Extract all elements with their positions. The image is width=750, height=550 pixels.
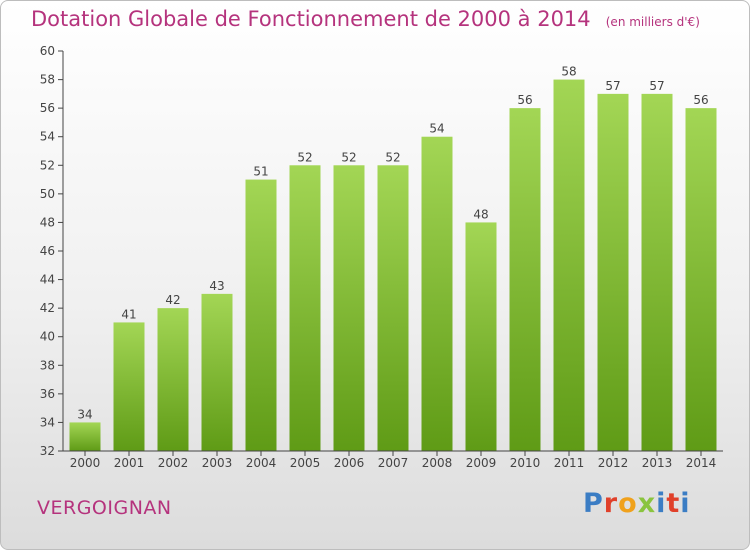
proxiti-logo[interactable]: Proxiti [583, 488, 691, 519]
bar-2001 [113, 322, 145, 451]
x-tick-label: 2012 [598, 456, 629, 470]
logo-letter: r [603, 488, 619, 519]
data-label: 57 [605, 79, 620, 93]
y-tick-label: 54 [40, 130, 55, 144]
x-tick-label: 2013 [642, 456, 673, 470]
x-tick-label: 2005 [290, 456, 321, 470]
y-tick-label: 58 [40, 73, 55, 87]
data-label: 57 [649, 79, 664, 93]
data-label: 34 [77, 407, 92, 421]
commune-name: VERGOIGNAN [37, 497, 172, 519]
data-label: 56 [517, 93, 532, 107]
bar-2009 [465, 222, 497, 451]
data-label: 52 [385, 150, 400, 164]
y-tick-label: 50 [40, 187, 55, 201]
x-tick-label: 2014 [686, 456, 717, 470]
y-tick-label: 38 [40, 358, 55, 372]
bar-2005 [289, 165, 321, 452]
logo-letter: P [583, 488, 604, 519]
y-tick-label: 44 [40, 273, 55, 287]
bar-2010 [509, 108, 541, 452]
x-tick-label: 2000 [70, 456, 101, 470]
data-label: 54 [429, 122, 444, 136]
chart-title: Dotation Globale de Fonctionnement de 20… [31, 7, 591, 31]
bar-2014 [685, 108, 717, 452]
logo-letter: x [637, 488, 657, 519]
x-tick-label: 2007 [378, 456, 409, 470]
x-tick-label: 2003 [202, 456, 233, 470]
bar-2007 [377, 165, 409, 452]
bar-2012 [597, 93, 629, 451]
x-tick-label: 2006 [334, 456, 365, 470]
y-tick-label: 40 [40, 330, 55, 344]
x-tick-label: 2010 [510, 456, 541, 470]
logo-letter: o [618, 488, 638, 519]
y-tick-label: 42 [40, 301, 55, 315]
y-tick-label: 60 [40, 44, 55, 58]
y-tick-label: 36 [40, 387, 55, 401]
bar-2003 [201, 293, 233, 451]
y-tick-label: 32 [40, 444, 55, 458]
y-tick-label: 48 [40, 215, 55, 229]
y-tick-label: 52 [40, 158, 55, 172]
data-label: 51 [253, 165, 268, 179]
bar-2011 [553, 79, 585, 452]
y-tick-label: 46 [40, 244, 55, 258]
data-label: 52 [341, 150, 356, 164]
data-label: 42 [165, 293, 180, 307]
x-axis: 2000 2001 2002 2003 2004 2005 2006 2007 2008 2009… [63, 450, 723, 470]
y-tick-label: 34 [40, 415, 55, 429]
bar-2008 [421, 136, 453, 451]
bars: 34 41 42 43 51 52 52 52 54 48 56 58 57 57 56 [69, 65, 717, 452]
x-tick-label: 2001 [114, 456, 145, 470]
x-tick-label: 2008 [422, 456, 453, 470]
bar-2000 [69, 422, 101, 451]
x-tick-label: 2004 [246, 456, 277, 470]
data-label: 48 [473, 207, 488, 221]
x-tick-label: 2011 [554, 456, 585, 470]
bar-2004 [245, 179, 277, 452]
x-tick-label: 2009 [466, 456, 497, 470]
logo-letter: t [666, 488, 681, 519]
data-label: 52 [297, 150, 312, 164]
data-label: 43 [209, 279, 224, 293]
bar-2002 [157, 308, 189, 451]
data-label: 56 [693, 93, 708, 107]
data-label: 41 [121, 307, 136, 321]
logo-letter: i [680, 488, 691, 519]
x-tick-label: 2002 [158, 456, 189, 470]
title-row: Dotation Globale de Fonctionnement de 20… [31, 7, 700, 31]
y-tick-label: 56 [40, 101, 55, 115]
bar-2006 [333, 165, 365, 452]
logo-letter: i [656, 488, 667, 519]
chart-unit-label: (en milliers d'€) [605, 15, 700, 29]
data-label: 58 [561, 65, 576, 79]
y-axis: 32 34 36 38 40 42 44 46 48 50 52 54 56 58 60 [40, 44, 64, 458]
bar-2013 [641, 93, 673, 451]
